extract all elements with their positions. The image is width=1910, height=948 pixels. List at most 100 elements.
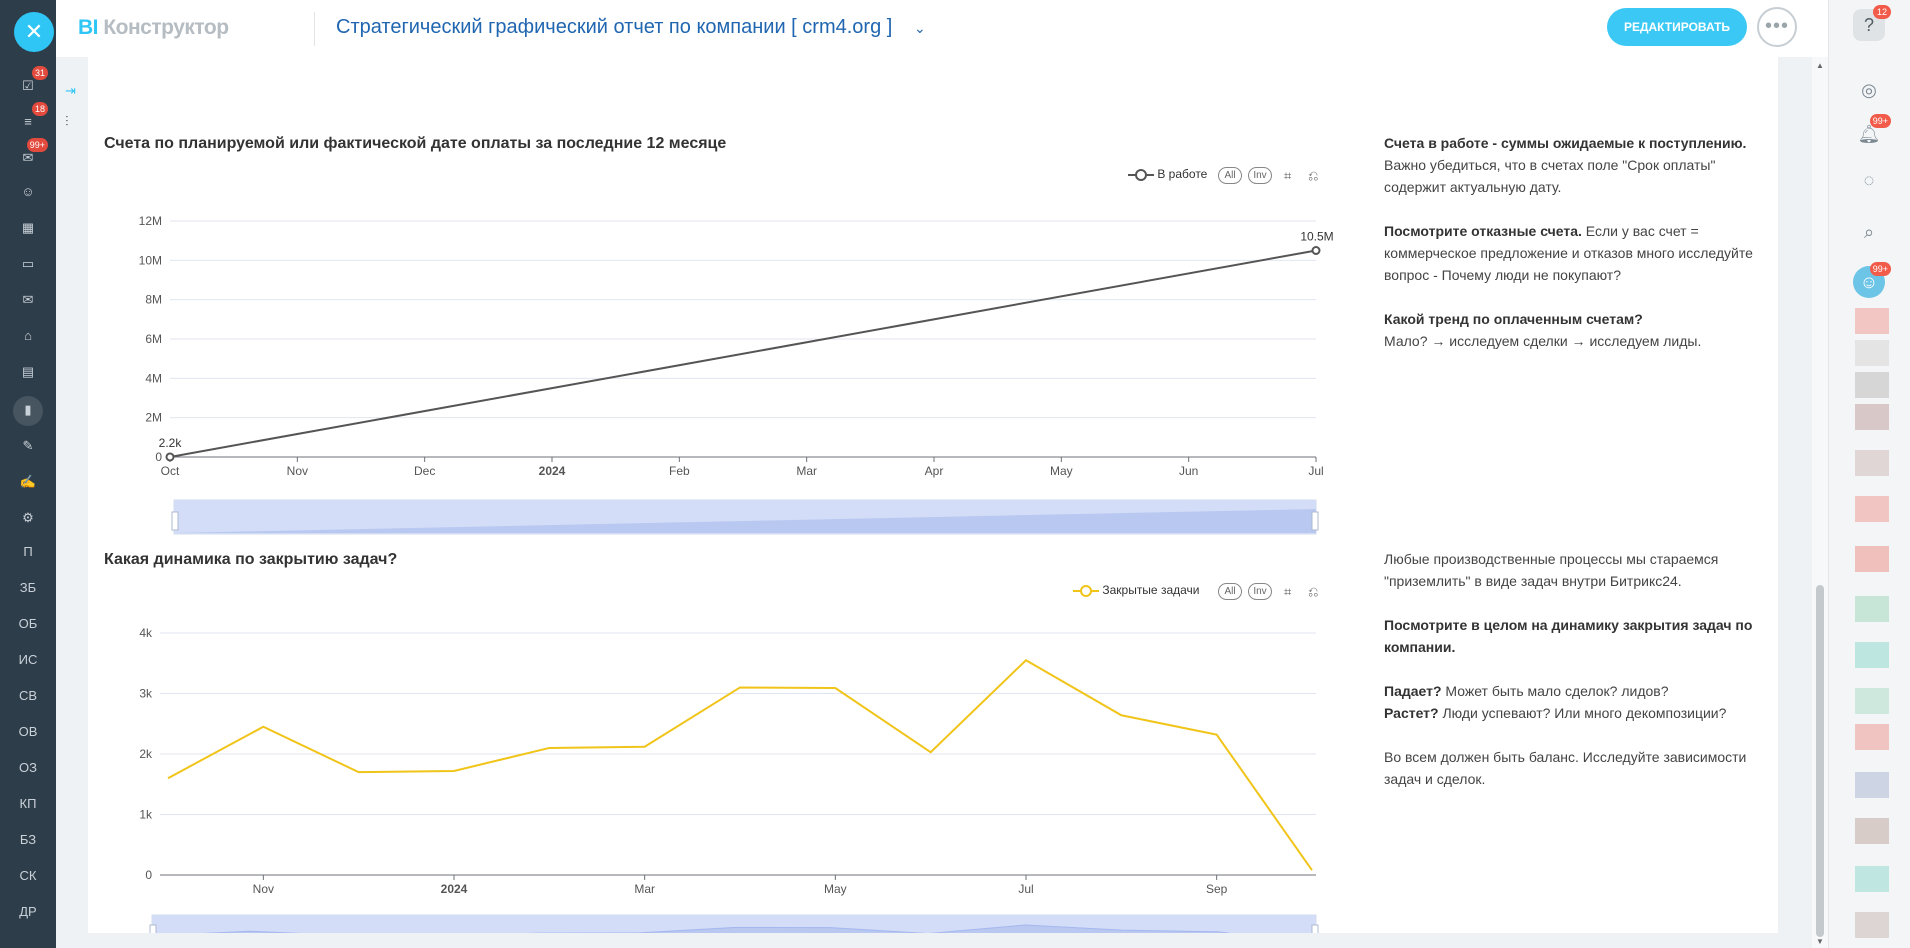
chart1-inv-button[interactable]: Inv — [1248, 167, 1272, 184]
avatar[interactable] — [1855, 866, 1889, 892]
chart2-inv-button[interactable]: Inv — [1248, 583, 1272, 600]
y-tick-label: 2M — [145, 411, 162, 425]
target-icon[interactable]: ◎ — [1861, 80, 1877, 100]
scroll-down-icon[interactable]: ▼ — [1816, 937, 1824, 946]
avatar[interactable] — [1855, 340, 1889, 366]
x-tick-label: May — [1050, 464, 1073, 478]
note-text: Если у вас счет = коммерческое предложен… — [1384, 223, 1753, 283]
close-icon[interactable]: ✕ — [14, 12, 54, 52]
sidebar-item-kp[interactable]: КП — [19, 796, 37, 811]
x-tick-label: May — [824, 882, 847, 896]
search-icon[interactable]: ⌕ — [1863, 222, 1875, 242]
sidebar-item-sk[interactable]: СК — [19, 868, 37, 883]
avatar[interactable] — [1855, 496, 1889, 522]
chevron-down-icon[interactable]: ⌄ — [914, 20, 926, 36]
x-tick-label: Nov — [287, 464, 308, 478]
avatar[interactable] — [1855, 308, 1889, 334]
edit-button[interactable]: РЕДАКТИРОВАТЬ — [1607, 8, 1747, 46]
y-tick-label: 10M — [139, 253, 162, 267]
avatar[interactable] — [1855, 596, 1889, 622]
data-point — [165, 452, 175, 462]
chart-icon[interactable]: ▮ — [13, 396, 43, 426]
series-line — [169, 249, 1317, 458]
avatar[interactable] — [1855, 546, 1889, 572]
avatar[interactable] — [1855, 724, 1889, 750]
chart1-all-button[interactable]: All — [1218, 167, 1242, 184]
card-icon[interactable]: ▭ — [21, 256, 35, 271]
bank-icon[interactable]: ⌂ — [24, 328, 32, 343]
mail-icon[interactable]: ✉ — [22, 292, 34, 307]
filter-icon[interactable]: ≡ 18 — [10, 102, 48, 136]
help-icon[interactable]: ? 12 — [1853, 5, 1891, 41]
avatar[interactable] — [1855, 372, 1889, 398]
sidebar-item-ob[interactable]: ОБ — [18, 616, 38, 631]
avatar[interactable] — [1855, 404, 1889, 430]
sign-icon[interactable]: ✍ — [19, 474, 37, 489]
note-heading: Какой тренд по оплаченным счетам? — [1384, 311, 1643, 327]
page-header: BI Конструктор Стратегический графически… — [56, 0, 1828, 57]
document-icon[interactable]: ▤ — [21, 364, 35, 379]
x-tick-label: Dec — [414, 464, 435, 478]
avatar[interactable] — [1855, 642, 1889, 668]
zoom-slider-preview — [174, 509, 1316, 533]
sidebar-item-sv[interactable]: СВ — [18, 688, 38, 703]
scrollbar-thumb[interactable] — [1816, 585, 1824, 937]
zoom-reset-icon[interactable]: ⎌ — [1308, 168, 1319, 183]
expand-panel-icon[interactable]: ⇥ — [65, 83, 76, 98]
chart2-legend-label: Закрытые задачи — [1102, 583, 1200, 597]
more-options-button[interactable]: ••• — [1757, 7, 1797, 47]
bell-icon[interactable]: 🔔︎ 99+ — [1853, 114, 1891, 150]
note-heading: Падает? — [1384, 683, 1442, 699]
header-divider — [314, 12, 315, 46]
report-title[interactable]: Стратегический графический отчет по комп… — [336, 16, 893, 38]
avatar[interactable] — [1855, 818, 1889, 844]
scroll-up-icon[interactable]: ▲ — [1816, 61, 1824, 70]
avatar[interactable] — [1855, 688, 1889, 714]
filter-badge: 18 — [31, 102, 48, 116]
avatar[interactable] — [1855, 912, 1889, 938]
y-tick-label: 4M — [145, 371, 162, 385]
sidebar-item-zb[interactable]: ЗБ — [19, 580, 37, 595]
sidebar-item-is[interactable]: ИС — [18, 652, 38, 667]
chart2-all-button[interactable]: All — [1218, 583, 1242, 600]
avatar[interactable]: ☺ 99+ — [1853, 262, 1891, 298]
chart1-title: Счета по планируемой или фактической дат… — [104, 135, 727, 152]
robot-icon[interactable]: ⚙ — [22, 510, 34, 525]
chart1-notes: Счета в работе - суммы ожидаемые к посту… — [1384, 132, 1764, 374]
series-line — [167, 658, 1313, 871]
sidebar-item-oz[interactable]: ОЗ — [19, 760, 37, 775]
chart1-legend-label: В работе — [1157, 167, 1208, 181]
x-tick-label: Feb — [669, 464, 690, 478]
x-tick-label: Mar — [634, 882, 655, 896]
sidebar-item-p[interactable]: П — [23, 544, 33, 559]
tasks-icon[interactable]: ☑ 31 — [10, 66, 48, 100]
chart2-notes: Любые производственные процессы мы стара… — [1384, 548, 1764, 812]
chart2-legend[interactable]: Закрытые задачи — [1073, 583, 1200, 598]
contacts-icon[interactable]: ☺ — [21, 184, 35, 199]
brand-logo: BI Конструктор — [78, 16, 229, 39]
zoom-select-icon[interactable]: ⌗ — [1284, 168, 1292, 183]
chart1-legend[interactable]: В работе — [1128, 167, 1207, 182]
avatar[interactable] — [1855, 772, 1889, 798]
avatar[interactable] — [1855, 450, 1889, 476]
zoom-handle-right — [1311, 924, 1319, 933]
x-tick-label: Sep — [1206, 882, 1228, 896]
comments-icon[interactable]: ◌ — [1863, 170, 1875, 190]
y-tick-label: 2k — [139, 747, 153, 761]
sidebar-item-ov[interactable]: ОВ — [18, 724, 38, 739]
scrollbar[interactable]: ▲ ▼ — [1812, 57, 1828, 948]
chat-icon[interactable]: ✉ 99+ — [10, 138, 48, 172]
right-sidebar: ? 12 ◎ 🔔︎ 99+ ◌ ⌕ ☺ 99+ — [1828, 0, 1910, 948]
filter-icon[interactable]: ⫶ — [65, 113, 69, 129]
edit-doc-icon[interactable]: ✎ — [22, 438, 34, 453]
zoom-reset-icon[interactable]: ⎌ — [1308, 584, 1319, 599]
zoom-select-icon[interactable]: ⌗ — [1284, 584, 1292, 599]
sidebar-item-bz[interactable]: БЗ — [19, 832, 37, 847]
chart2-title: Какая динамика по закрытию задач? — [104, 551, 398, 568]
sidebar-item-dr[interactable]: ДР — [19, 904, 37, 919]
calendar-icon[interactable]: ▦ — [21, 220, 35, 235]
chart1-plot: 0 2M 4M 6M 8M 10M 12M Oct Nov Dec 2024 Feb Mar Apr May… — [139, 214, 1334, 535]
note-heading: Посмотрите в целом на динамику закрытия … — [1384, 617, 1753, 655]
y-tick-label: 6M — [145, 332, 162, 346]
note-heading: Счета в работе - суммы ожидаемые к посту… — [1384, 135, 1747, 151]
